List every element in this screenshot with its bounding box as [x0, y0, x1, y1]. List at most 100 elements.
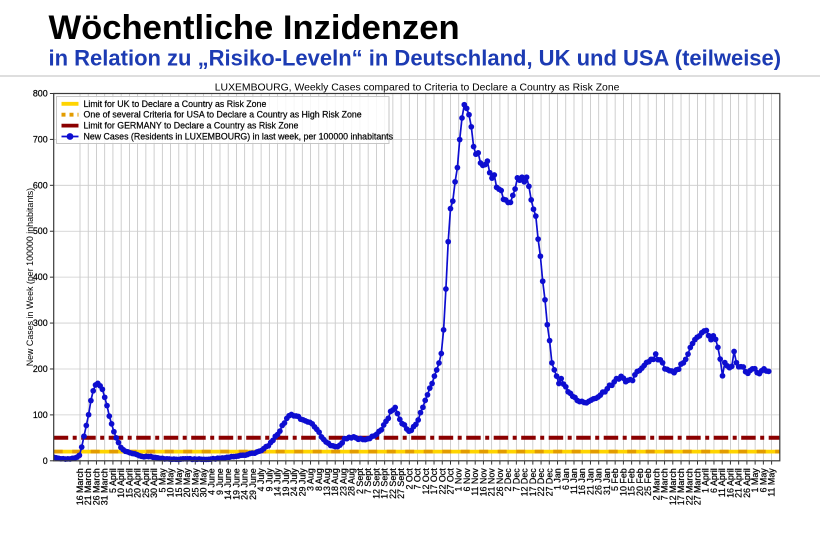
svg-text:8 Aug: 8 Aug [314, 468, 324, 491]
svg-text:27 Sept: 27 Sept [396, 468, 406, 499]
svg-text:700: 700 [33, 134, 48, 144]
svg-text:24 July: 24 July [289, 468, 299, 497]
svg-text:1 May: 1 May [750, 468, 760, 493]
svg-text:22 Dec: 22 Dec [536, 468, 546, 497]
svg-text:11 Jan: 11 Jan [569, 468, 579, 494]
svg-text:4 July: 4 July [256, 468, 266, 492]
svg-text:12 Sept: 12 Sept [371, 468, 381, 499]
svg-text:LUXEMBOURG, Weekly Cases compa: LUXEMBOURG, Weekly Cases compared to Cri… [215, 82, 620, 93]
svg-text:15 Feb: 15 Feb [627, 468, 637, 496]
svg-text:100: 100 [33, 410, 48, 420]
svg-text:25 May: 25 May [190, 468, 200, 498]
svg-text:Limit for UK to Declare a Coun: Limit for UK to Declare a Country as Ris… [84, 99, 267, 109]
svg-text:2 Dec: 2 Dec [503, 468, 513, 492]
svg-text:21 April: 21 April [734, 468, 744, 498]
svg-text:29 July: 29 July [297, 468, 307, 497]
svg-text:19 June: 19 June [231, 468, 241, 500]
svg-text:Wöchentliche Inzidenzen: Wöchentliche Inzidenzen [49, 9, 460, 47]
svg-text:400: 400 [33, 272, 48, 282]
svg-text:300: 300 [33, 318, 48, 328]
svg-text:26 Nov: 26 Nov [495, 468, 505, 497]
svg-text:15 April: 15 April [124, 468, 134, 498]
svg-text:11 April: 11 April [717, 468, 727, 497]
svg-text:7 Oct: 7 Oct [413, 468, 423, 490]
svg-text:9 June: 9 June [215, 468, 225, 495]
svg-text:31 March: 31 March [100, 468, 110, 505]
svg-text:16 Nov: 16 Nov [478, 468, 488, 497]
svg-text:11 Nov: 11 Nov [470, 468, 480, 496]
svg-text:19 July: 19 July [281, 468, 291, 497]
svg-text:2 March: 2 March [651, 468, 661, 500]
svg-text:6 Jan: 6 Jan [561, 468, 571, 490]
svg-text:5 May: 5 May [157, 468, 167, 493]
svg-text:10 April: 10 April [116, 468, 126, 498]
svg-text:2 Oct: 2 Oct [404, 468, 414, 490]
svg-text:9 July: 9 July [264, 468, 274, 492]
svg-text:22 Sept: 22 Sept [388, 468, 398, 499]
svg-text:Limit for GERMANY to Declare a: Limit for GERMANY to Declare a Country a… [84, 121, 299, 131]
svg-text:20 Feb: 20 Feb [635, 468, 645, 496]
svg-text:0: 0 [43, 456, 48, 466]
svg-text:New Cases in Week (per 100000: New Cases in Week (per 100000 inhabitant… [25, 188, 35, 366]
svg-text:22 March: 22 March [684, 468, 694, 505]
svg-text:21 March: 21 March [83, 468, 93, 505]
svg-text:26 Jan: 26 Jan [594, 468, 604, 495]
svg-text:2 Sept: 2 Sept [355, 468, 365, 494]
svg-text:17 March: 17 March [676, 468, 686, 505]
svg-text:27 March: 27 March [693, 468, 703, 505]
svg-text:12 Dec: 12 Dec [520, 468, 530, 497]
svg-text:28 Aug: 28 Aug [347, 468, 357, 496]
svg-text:20 May: 20 May [182, 468, 192, 498]
svg-text:23 Aug: 23 Aug [338, 468, 348, 496]
svg-text:3 Aug: 3 Aug [306, 468, 316, 491]
svg-text:7 Sept: 7 Sept [363, 468, 373, 494]
svg-text:11 May: 11 May [767, 468, 777, 497]
svg-text:7 Dec: 7 Dec [511, 468, 521, 492]
svg-text:600: 600 [33, 180, 48, 190]
svg-text:6 May: 6 May [758, 468, 768, 493]
svg-text:29 June: 29 June [248, 468, 258, 500]
svg-text:5 April: 5 April [108, 468, 118, 493]
svg-text:15 May: 15 May [174, 468, 184, 498]
svg-text:16 April: 16 April [725, 468, 735, 498]
svg-text:800: 800 [33, 89, 48, 99]
svg-text:One of several Criteria for US: One of several Criteria for USA to Decla… [84, 110, 362, 120]
svg-text:27 Dec: 27 Dec [544, 468, 554, 497]
svg-text:25 Feb: 25 Feb [643, 468, 653, 496]
svg-text:30 May: 30 May [199, 468, 209, 498]
svg-text:10 May: 10 May [166, 468, 176, 498]
svg-text:1 Jan: 1 Jan [553, 468, 563, 490]
svg-text:17 Sept: 17 Sept [380, 468, 390, 499]
svg-text:500: 500 [33, 226, 48, 236]
svg-text:18 Aug: 18 Aug [330, 468, 340, 496]
svg-text:31 Jan: 31 Jan [602, 468, 612, 495]
svg-text:4 June: 4 June [207, 468, 217, 495]
svg-text:5 Feb: 5 Feb [610, 468, 620, 491]
svg-text:16 Jan: 16 Jan [577, 468, 587, 495]
svg-text:20 April: 20 April [133, 468, 143, 498]
svg-text:17 Oct: 17 Oct [429, 468, 439, 495]
svg-text:17 Dec: 17 Dec [528, 468, 538, 497]
svg-text:6 April: 6 April [709, 468, 719, 493]
svg-text:30 April: 30 April [149, 468, 159, 498]
svg-text:1 Nov: 1 Nov [454, 468, 464, 492]
svg-text:6 Nov: 6 Nov [462, 468, 472, 492]
svg-text:14 June: 14 June [223, 468, 233, 500]
svg-text:12 March: 12 March [668, 468, 678, 505]
svg-text:25 April: 25 April [141, 468, 151, 498]
svg-text:14 July: 14 July [273, 468, 283, 497]
svg-text:27 Oct: 27 Oct [446, 468, 456, 495]
svg-text:26 March: 26 March [91, 468, 101, 505]
svg-text:26 April: 26 April [742, 468, 752, 498]
svg-text:12 Oct: 12 Oct [421, 468, 431, 495]
svg-text:16 March: 16 March [75, 468, 85, 505]
svg-text:24 June: 24 June [240, 468, 250, 500]
svg-text:22 Oct: 22 Oct [437, 468, 447, 495]
svg-text:New Cases (Residents in LUXEMB: New Cases (Residents in LUXEMBOURG) in l… [84, 132, 394, 142]
svg-text:in Relation zu „Risiko-Leveln“: in Relation zu „Risiko-Leveln“ in Deutsc… [49, 45, 782, 70]
svg-text:21 Nov: 21 Nov [487, 468, 497, 497]
svg-text:10 Feb: 10 Feb [618, 468, 628, 496]
svg-text:200: 200 [33, 364, 48, 374]
svg-text:21 Jan: 21 Jan [585, 468, 595, 495]
svg-text:1 April: 1 April [701, 468, 711, 493]
